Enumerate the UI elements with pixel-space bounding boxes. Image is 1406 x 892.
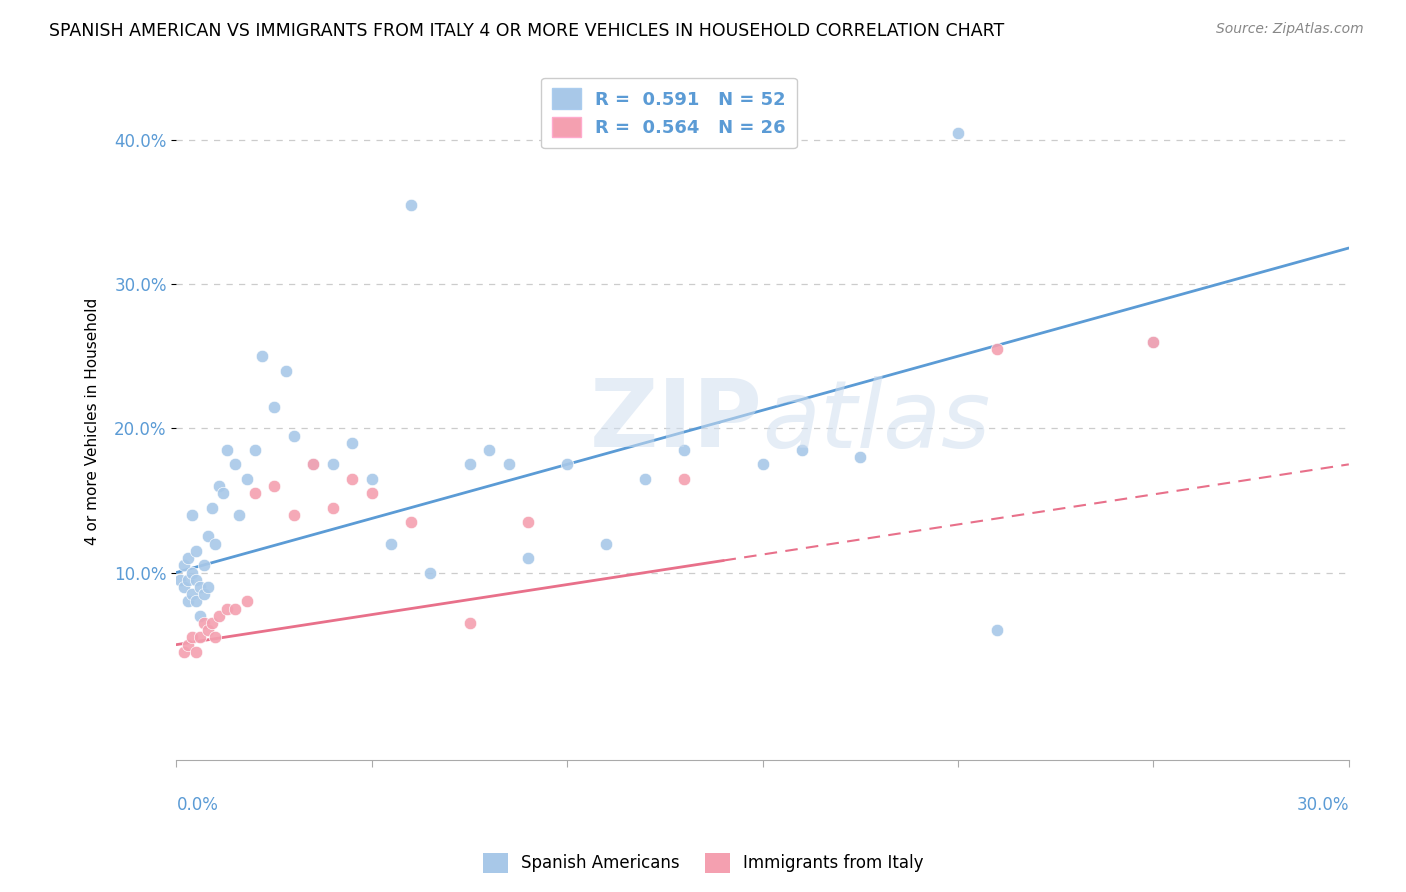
Point — [193, 587, 215, 601]
Point — [673, 472, 696, 486]
Point — [177, 551, 200, 566]
Point — [274, 363, 297, 377]
Point — [595, 537, 617, 551]
Point — [302, 458, 325, 472]
Point — [217, 442, 239, 457]
Point — [177, 573, 200, 587]
Point — [228, 508, 250, 522]
Point — [458, 615, 481, 630]
Point — [236, 594, 259, 608]
Point — [458, 458, 481, 472]
Point — [188, 580, 211, 594]
Y-axis label: 4 or more Vehicles in Household: 4 or more Vehicles in Household — [86, 297, 100, 545]
Point — [342, 435, 364, 450]
Point — [193, 615, 215, 630]
Point — [173, 558, 195, 573]
Point — [181, 587, 204, 601]
Point — [217, 601, 239, 615]
Point — [380, 537, 402, 551]
Point — [188, 631, 211, 645]
Point — [224, 601, 246, 615]
Point — [193, 558, 215, 573]
Point — [1142, 334, 1164, 349]
Point — [184, 594, 207, 608]
Point — [173, 580, 195, 594]
Point — [399, 198, 422, 212]
Point — [181, 566, 204, 580]
Point — [208, 479, 231, 493]
Point — [224, 458, 246, 472]
Legend: Spanish Americans, Immigrants from Italy: Spanish Americans, Immigrants from Italy — [477, 847, 929, 880]
Point — [243, 442, 266, 457]
Text: 30.0%: 30.0% — [1296, 796, 1348, 814]
Point — [790, 442, 813, 457]
Point — [399, 515, 422, 529]
Point — [517, 515, 540, 529]
Point — [173, 645, 195, 659]
Point — [200, 500, 222, 515]
Point — [517, 551, 540, 566]
Point — [283, 428, 305, 442]
Point — [204, 631, 226, 645]
Text: 0.0%: 0.0% — [176, 796, 218, 814]
Point — [177, 594, 200, 608]
Point — [184, 573, 207, 587]
Point — [263, 400, 285, 414]
Point — [634, 472, 657, 486]
Point — [498, 458, 520, 472]
Point — [342, 472, 364, 486]
Text: ZIP: ZIP — [589, 376, 762, 467]
Point — [197, 580, 219, 594]
Point — [252, 349, 274, 363]
Point — [181, 508, 204, 522]
Point — [204, 537, 226, 551]
Point — [208, 608, 231, 623]
Point — [197, 529, 219, 543]
Point — [322, 458, 344, 472]
Point — [555, 458, 578, 472]
Point — [243, 486, 266, 500]
Point — [673, 442, 696, 457]
Point — [169, 573, 191, 587]
Point — [1142, 334, 1164, 349]
Point — [184, 544, 207, 558]
Point — [360, 472, 382, 486]
Point — [986, 624, 1008, 638]
Point — [200, 615, 222, 630]
Point — [212, 486, 235, 500]
Point — [181, 631, 204, 645]
Point — [751, 458, 773, 472]
Point — [236, 472, 259, 486]
Point — [419, 566, 441, 580]
Point — [184, 645, 207, 659]
Text: atlas: atlas — [762, 376, 991, 467]
Point — [322, 500, 344, 515]
Point — [946, 126, 969, 140]
Point — [283, 508, 305, 522]
Point — [263, 479, 285, 493]
Text: SPANISH AMERICAN VS IMMIGRANTS FROM ITALY 4 OR MORE VEHICLES IN HOUSEHOLD CORREL: SPANISH AMERICAN VS IMMIGRANTS FROM ITAL… — [49, 22, 1004, 40]
Legend: R =  0.591   N = 52, R =  0.564   N = 26: R = 0.591 N = 52, R = 0.564 N = 26 — [541, 78, 797, 148]
Point — [986, 342, 1008, 356]
Point — [197, 624, 219, 638]
Point — [188, 608, 211, 623]
Point — [177, 638, 200, 652]
Text: Source: ZipAtlas.com: Source: ZipAtlas.com — [1216, 22, 1364, 37]
Point — [302, 458, 325, 472]
Point — [360, 486, 382, 500]
Point — [478, 442, 501, 457]
Point — [849, 450, 872, 464]
